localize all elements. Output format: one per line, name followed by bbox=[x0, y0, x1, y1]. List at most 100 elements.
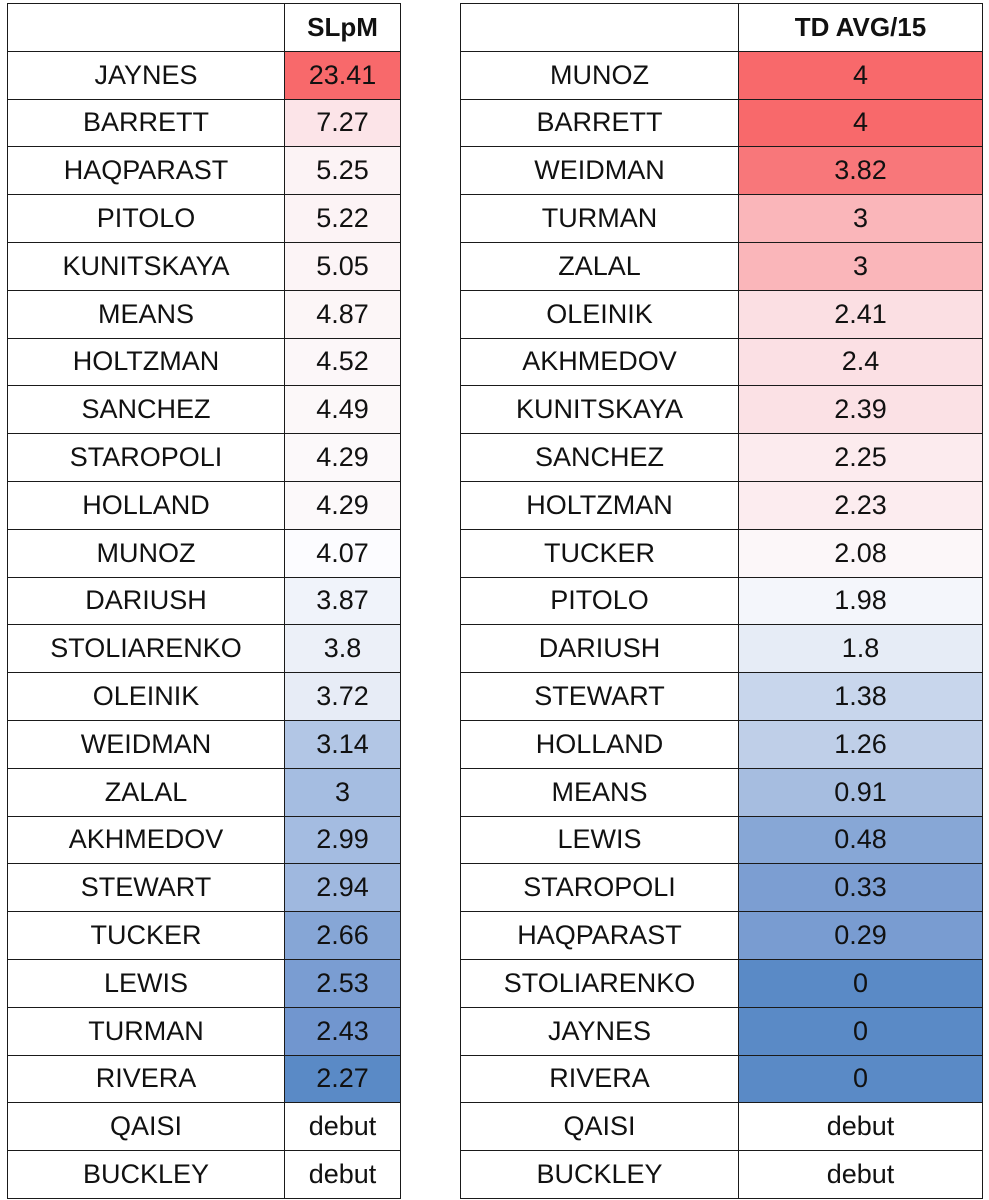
stat-value-cell: 1.38 bbox=[738, 672, 983, 721]
fighter-name-cell: SANCHEZ bbox=[7, 385, 285, 435]
stat-value-cell: 2.43 bbox=[284, 1006, 401, 1056]
fighter-name-cell: HOLTZMAN bbox=[460, 480, 739, 530]
fighter-name-cell: RIVERA bbox=[7, 1054, 285, 1104]
table-row: HOLTZMAN 2.23 bbox=[460, 480, 983, 530]
table-row: BARRETT 4 bbox=[460, 98, 983, 148]
fighter-name-cell: STEWART bbox=[460, 672, 739, 721]
stat-value-cell: 2.53 bbox=[284, 958, 401, 1008]
table-row: STAROPOLI 0.33 bbox=[460, 863, 983, 913]
fighter-name-cell: JAYNES bbox=[460, 1006, 739, 1056]
stat-value-cell: 2.08 bbox=[738, 528, 983, 578]
fighter-name-cell: WEIDMAN bbox=[460, 146, 739, 196]
table-row: MUNOZ 4 bbox=[460, 50, 983, 100]
header-row: TD AVG/15 bbox=[460, 3, 983, 52]
stat-value-cell: 0.29 bbox=[738, 911, 983, 960]
table-row: MEANS 4.87 bbox=[7, 289, 401, 339]
table-row: SANCHEZ 2.25 bbox=[460, 433, 983, 482]
header-slpm: SLpM bbox=[284, 3, 401, 52]
stat-value-cell: 5.05 bbox=[284, 241, 401, 291]
stat-value-cell: 0.33 bbox=[738, 863, 983, 913]
table-row: HOLLAND 1.26 bbox=[460, 719, 983, 769]
fighter-name-cell: TUCKER bbox=[460, 528, 739, 578]
fighter-name-cell: MUNOZ bbox=[7, 528, 285, 578]
table-row: TUCKER 2.66 bbox=[7, 911, 401, 960]
stat-value-cell: 3 bbox=[738, 241, 983, 291]
fighter-name-cell: KUNITSKAYA bbox=[7, 241, 285, 291]
fighter-name-cell: PITOLO bbox=[460, 576, 739, 626]
table-row: HOLTZMAN 4.52 bbox=[7, 337, 401, 387]
table-row: QAISI debut bbox=[460, 1102, 983, 1152]
table-row: STEWART 2.94 bbox=[7, 863, 401, 913]
fighter-name-cell: LEWIS bbox=[460, 815, 739, 865]
table-row: TURMAN 2.43 bbox=[7, 1006, 401, 1056]
stat-value-cell: 2.25 bbox=[738, 433, 983, 482]
table-row: STEWART 1.38 bbox=[460, 672, 983, 721]
fighter-name-cell: KUNITSKAYA bbox=[460, 385, 739, 435]
stat-value-cell: 2.94 bbox=[284, 863, 401, 913]
table-row: WEIDMAN 3.14 bbox=[7, 719, 401, 769]
fighter-name-cell: MEANS bbox=[460, 767, 739, 817]
fighter-name-cell: HOLLAND bbox=[460, 719, 739, 769]
fighter-name-cell: BARRETT bbox=[7, 98, 285, 148]
fighter-name-cell: DARIUSH bbox=[460, 624, 739, 674]
table-row: RIVERA 0 bbox=[460, 1054, 983, 1104]
stat-value-cell: 1.98 bbox=[738, 576, 983, 626]
fighter-name-cell: ZALAL bbox=[460, 241, 739, 291]
table-row: BUCKLEY debut bbox=[7, 1150, 401, 1199]
table-row: HAQPARAST 5.25 bbox=[7, 146, 401, 196]
fighter-name-cell: OLEINIK bbox=[7, 672, 285, 721]
fighter-name-cell: HOLLAND bbox=[7, 480, 285, 530]
td-avg-table: TD AVG/15 MUNOZ 4 BARRETT 4 WEIDMAN 3.82 TURMA… bbox=[460, 3, 983, 1199]
fighter-name-cell: DARIUSH bbox=[7, 576, 285, 626]
stat-value-cell: 2.41 bbox=[738, 289, 983, 339]
fighter-name-cell: STOLIARENKO bbox=[7, 624, 285, 674]
stat-value-cell: debut bbox=[738, 1150, 983, 1199]
table-row: STOLIARENKO 3.8 bbox=[7, 624, 401, 674]
stat-value-cell: 0 bbox=[738, 1006, 983, 1056]
stat-value-cell: 2.99 bbox=[284, 815, 401, 865]
fighter-name-cell: AKHMEDOV bbox=[7, 815, 285, 865]
table-row: PITOLO 5.22 bbox=[7, 194, 401, 243]
stat-value-cell: 4 bbox=[738, 50, 983, 100]
table-row: BARRETT 7.27 bbox=[7, 98, 401, 148]
stat-value-cell: 3.8 bbox=[284, 624, 401, 674]
fighter-name-cell: MEANS bbox=[7, 289, 285, 339]
table-row: LEWIS 0.48 bbox=[460, 815, 983, 865]
fighter-name-cell: PITOLO bbox=[7, 194, 285, 243]
fighter-name-cell: JAYNES bbox=[7, 50, 285, 100]
stat-value-cell: 3.14 bbox=[284, 719, 401, 769]
stat-value-cell: 2.23 bbox=[738, 480, 983, 530]
stat-value-cell: 1.26 bbox=[738, 719, 983, 769]
fighter-name-cell: TURMAN bbox=[7, 1006, 285, 1056]
fighter-name-cell: STAROPOLI bbox=[7, 433, 285, 482]
fighter-name-cell: BUCKLEY bbox=[460, 1150, 739, 1199]
stat-value-cell: 0 bbox=[738, 958, 983, 1008]
fighter-name-cell: STEWART bbox=[7, 863, 285, 913]
table-row: STAROPOLI 4.29 bbox=[7, 433, 401, 482]
stat-value-cell: 4.87 bbox=[284, 289, 401, 339]
stat-value-cell: 3 bbox=[738, 194, 983, 243]
stat-value-cell: 3.72 bbox=[284, 672, 401, 721]
header-name-cell bbox=[7, 3, 285, 52]
table-row: WEIDMAN 3.82 bbox=[460, 146, 983, 196]
fighter-name-cell: ZALAL bbox=[7, 767, 285, 817]
stat-value-cell: 23.41 bbox=[284, 50, 401, 100]
stat-value-cell: 4.49 bbox=[284, 385, 401, 435]
table-row: ZALAL 3 bbox=[7, 767, 401, 817]
table-row: MUNOZ 4.07 bbox=[7, 528, 401, 578]
table-row: PITOLO 1.98 bbox=[460, 576, 983, 626]
fighter-name-cell: STOLIARENKO bbox=[460, 958, 739, 1008]
fighter-name-cell: TURMAN bbox=[460, 194, 739, 243]
fighter-name-cell: TUCKER bbox=[7, 911, 285, 960]
table-row: LEWIS 2.53 bbox=[7, 958, 401, 1008]
fighter-name-cell: LEWIS bbox=[7, 958, 285, 1008]
table-row: QAISI debut bbox=[7, 1102, 401, 1152]
table-row: TURMAN 3 bbox=[460, 194, 983, 243]
stat-value-cell: 2.39 bbox=[738, 385, 983, 435]
fighter-name-cell: HOLTZMAN bbox=[7, 337, 285, 387]
fighter-name-cell: OLEINIK bbox=[460, 289, 739, 339]
stat-value-cell: 2.4 bbox=[738, 337, 983, 387]
stat-value-cell: 4.07 bbox=[284, 528, 401, 578]
table-row: TUCKER 2.08 bbox=[460, 528, 983, 578]
table-row: STOLIARENKO 0 bbox=[460, 958, 983, 1008]
